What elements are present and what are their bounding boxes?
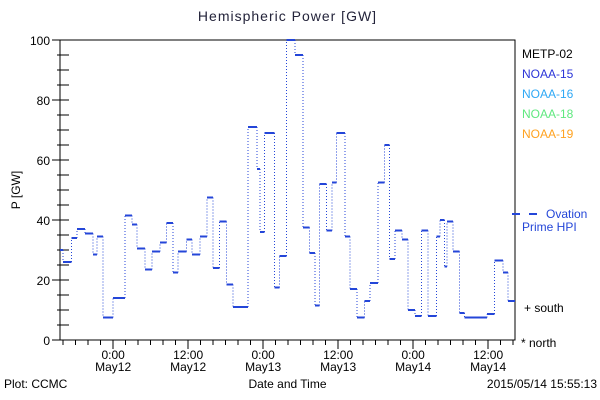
y-tick-label: 20 — [36, 274, 50, 288]
x-tick-label-date: May12 — [95, 360, 132, 374]
x-tick-label-date: May14 — [470, 360, 507, 374]
ovation-legend-dash-icon — [512, 213, 520, 215]
y-tick-label: 0 — [43, 334, 50, 348]
x-tick-label-time: 12:00 — [473, 348, 504, 362]
x-tick-label-time: 0:00 — [101, 348, 125, 362]
ovation-legend-label: Prime HPI — [522, 220, 577, 234]
y-tick-label: 100 — [29, 34, 50, 48]
legend-item-metp-02: METP-02 — [522, 47, 573, 61]
south-marker-legend: + south — [524, 301, 564, 315]
y-axis-label: P [GW] — [9, 170, 23, 210]
y-tick-label: 40 — [36, 214, 50, 228]
page-title: Hemispheric Power [GW] — [197, 8, 378, 24]
ovation-legend-label: Ovation — [546, 207, 588, 221]
x-tick-label-time: 0:00 — [251, 348, 275, 362]
x-tick-label-date: May12 — [170, 360, 207, 374]
x-tick-label-time: 12:00 — [323, 348, 354, 362]
x-tick-label-date: May14 — [395, 360, 432, 374]
legend-item-noaa-19: NOAA-19 — [522, 127, 574, 141]
legend-item-noaa-16: NOAA-16 — [522, 87, 574, 101]
x-tick-label-date: May13 — [245, 360, 282, 374]
x-tick-label-time: 0:00 — [401, 348, 425, 362]
x-tick-label-time: 12:00 — [173, 348, 204, 362]
x-tick-label-date: May13 — [320, 360, 357, 374]
x-axis-label: Date and Time — [248, 377, 327, 391]
legend-item-noaa-15: NOAA-15 — [522, 67, 574, 81]
plot-frame — [59, 39, 516, 341]
y-tick-label: 80 — [36, 94, 50, 108]
plot-credit: Plot: CCMC — [4, 377, 68, 391]
ovation-legend-dash-icon — [529, 213, 537, 215]
legend-item-noaa-18: NOAA-18 — [522, 107, 574, 121]
north-marker-legend: * north — [521, 336, 557, 350]
y-tick-label: 60 — [36, 154, 50, 168]
plot-timestamp: 2015/05/14 15:55:13 — [486, 377, 597, 391]
